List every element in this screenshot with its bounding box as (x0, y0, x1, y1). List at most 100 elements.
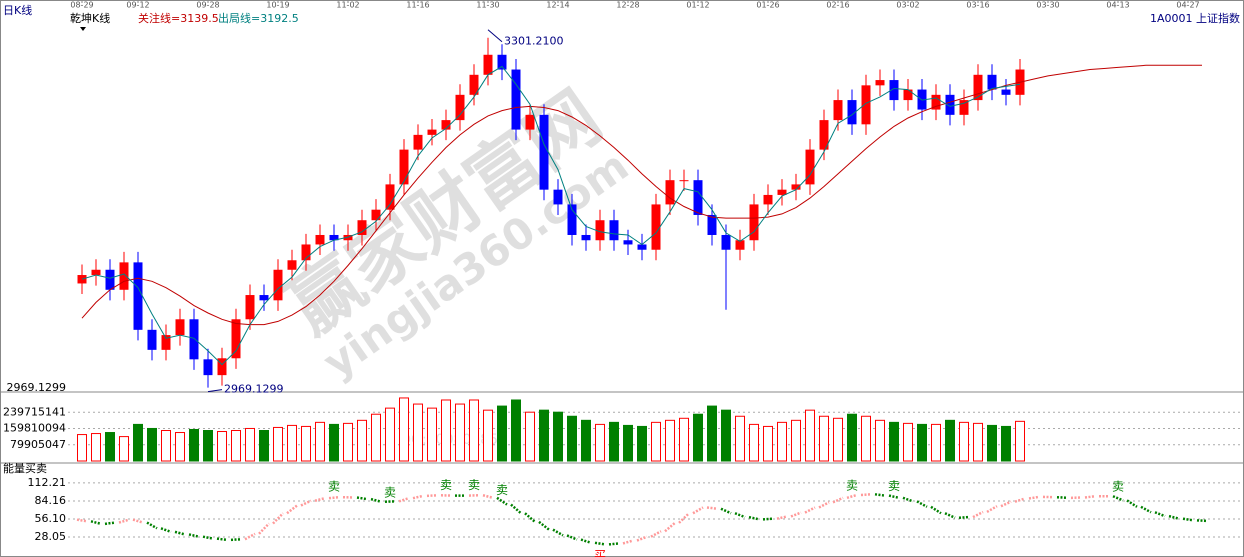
volume-bar (833, 417, 843, 462)
dropdown-arrow[interactable] (80, 27, 86, 31)
candle-body (105, 269, 115, 290)
indicator-segment (1112, 495, 1124, 502)
candle-body (707, 214, 717, 235)
indicator-segment (104, 521, 116, 526)
volume-bar (805, 409, 815, 462)
candle-body (735, 240, 745, 250)
volume-bar (861, 415, 871, 462)
indicator-segment (748, 515, 760, 521)
volume-bar (987, 424, 997, 462)
candle-body (315, 234, 325, 245)
y-tick-label: 159810094 (3, 422, 66, 435)
indicator-segment (258, 522, 270, 535)
candle-body (203, 359, 213, 376)
candle-body (819, 120, 829, 150)
indicator-segment (818, 501, 830, 509)
indicator-segment (706, 506, 718, 510)
candle-body (133, 262, 143, 330)
indicator-segment (412, 494, 424, 500)
sell-signal: 卖 (1112, 480, 1124, 494)
volume-bar (217, 431, 227, 462)
volume-bar (77, 434, 87, 462)
volume-bar (889, 421, 899, 462)
candle-body (875, 80, 885, 86)
y-tick-label: 56.10 (35, 512, 67, 525)
buy-signal: 买 (594, 549, 606, 557)
volume-top-label: 2969.1299 (7, 381, 67, 394)
volume-bar (959, 421, 969, 462)
candle-body (693, 180, 703, 215)
indicator-segment (76, 518, 88, 523)
y-tick-label: 28.05 (35, 530, 67, 543)
indicator-segment (230, 538, 242, 542)
indicator-name[interactable]: 乾坤K线 (70, 11, 110, 25)
x-tick-label: 10-19 (266, 1, 289, 10)
volume-bar (721, 409, 731, 462)
volume-bar (595, 423, 605, 462)
volume-bar (679, 417, 689, 462)
candle-body (595, 220, 605, 241)
legend-entry: 关注线=3139.5 (138, 11, 219, 25)
period-label: 日K线 (3, 3, 32, 17)
indicator-segment (930, 505, 942, 515)
indicator-segment (776, 515, 788, 520)
y-tick-label: 112.21 (28, 476, 67, 489)
indicator-segment (1154, 511, 1166, 518)
candle-body (511, 69, 521, 130)
volume-bar (259, 429, 269, 462)
candle-body (945, 94, 955, 115)
x-tick-label: 09-12 (126, 1, 149, 10)
indicator-segment (986, 505, 998, 514)
indicator-segment (916, 500, 928, 508)
legend-entry: 出局线=3192.5 (218, 11, 299, 25)
indicator-segment (538, 520, 550, 531)
indicator-segment (594, 541, 606, 546)
candle-body (651, 204, 661, 250)
indicator-segment (328, 495, 340, 500)
indicator-segment (944, 512, 956, 519)
x-tick-label: 09-28 (196, 1, 219, 10)
sell-signal: 卖 (440, 478, 452, 492)
annotation-label: 2969.1299 (224, 383, 284, 396)
candle-body (427, 129, 437, 135)
candle-body (987, 74, 997, 90)
candle-body (763, 194, 773, 205)
indicator-segment (846, 493, 858, 500)
candle-body (357, 220, 367, 235)
candle-body (903, 89, 913, 101)
volume-bar (707, 405, 717, 462)
volume-bar (175, 432, 185, 462)
candle-body (175, 319, 185, 336)
candle-body (301, 244, 311, 261)
volume-bar (973, 422, 983, 462)
annotation-leader (487, 29, 503, 43)
volume-bar (119, 436, 129, 462)
candle-body (455, 94, 465, 121)
candle-body (553, 189, 563, 205)
volume-bar (539, 409, 549, 462)
indicator-segment (692, 506, 704, 515)
volume-bar (105, 432, 115, 462)
volume-bar (161, 429, 171, 462)
candle-body (679, 180, 689, 182)
indicator-segment (958, 515, 970, 519)
x-tick-label: 12-14 (546, 1, 569, 10)
volume-bar (343, 422, 353, 462)
y-tick-label: 79905047 (10, 438, 66, 451)
sell-signal: 卖 (468, 478, 480, 492)
candle-body (259, 295, 269, 301)
volume-bar (735, 415, 745, 462)
candle-body (889, 80, 899, 101)
candle-body (539, 114, 549, 190)
candle-body (525, 114, 535, 130)
indicator-segment (804, 506, 816, 514)
indicator-segment (636, 535, 648, 542)
volume-bar (147, 427, 157, 462)
candle-body (343, 234, 353, 241)
volume-bar (749, 423, 759, 462)
x-tick-label: 04-13 (1106, 1, 1129, 10)
indicator-segment (720, 507, 732, 515)
indicator-segment (244, 532, 256, 541)
candle-body (721, 234, 731, 250)
volume-bar (945, 419, 955, 462)
